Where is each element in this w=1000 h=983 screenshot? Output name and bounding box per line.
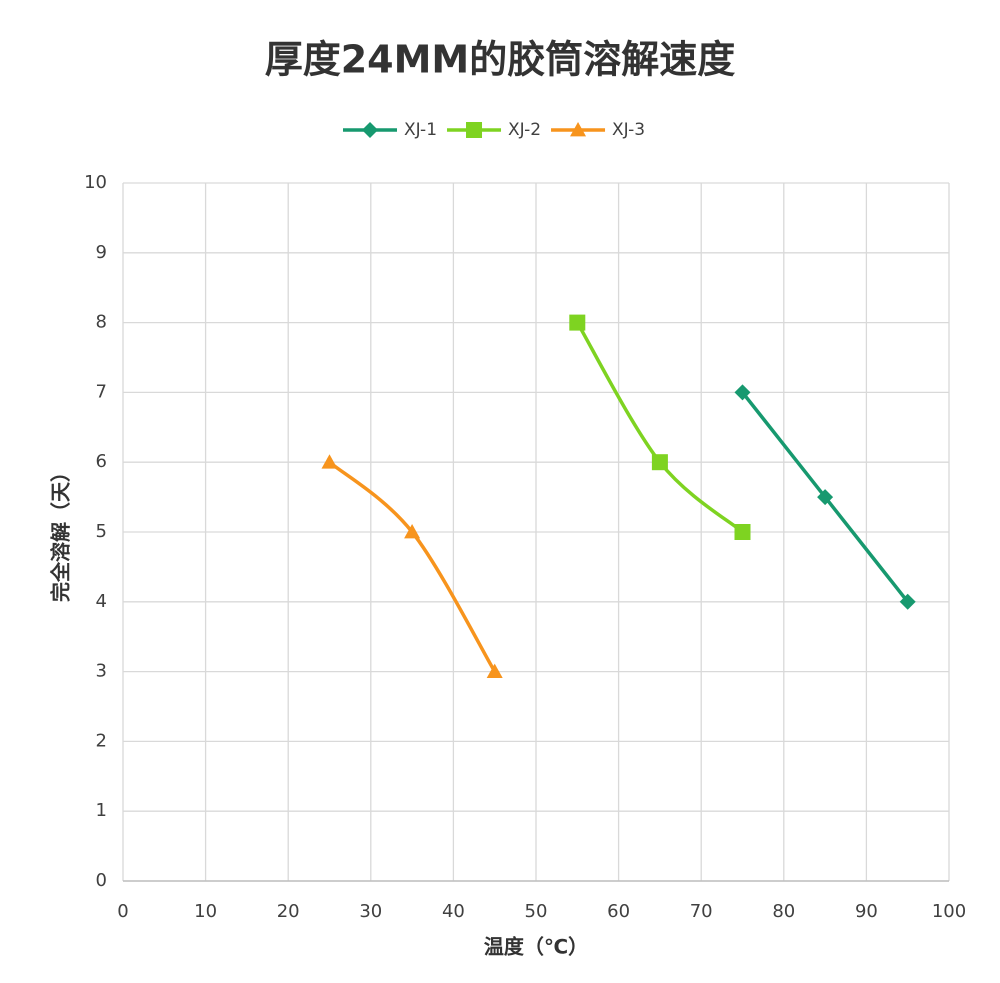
marker (817, 489, 834, 506)
y-tick-label: 6 (96, 451, 107, 472)
x-tick-label: 30 (359, 901, 382, 922)
chart-title: 厚度24MM的胶筒溶解速度 (265, 38, 736, 82)
x-tick-label: 20 (277, 901, 300, 922)
marker (651, 454, 668, 471)
x-tick-label: 100 (932, 901, 966, 922)
marker (734, 384, 751, 401)
y-tick-label: 10 (84, 172, 107, 193)
marker (321, 454, 338, 469)
x-tick-label: 70 (690, 901, 713, 922)
x-axis-label: 温度（℃） (484, 935, 588, 959)
y-tick-label: 8 (96, 312, 107, 333)
marker (404, 524, 421, 539)
legend-label: XJ-1 (404, 120, 437, 140)
y-axis-label: 完全溶解（天） (49, 462, 73, 602)
marker (570, 122, 587, 137)
marker (362, 122, 378, 138)
marker (486, 663, 503, 678)
x-tick-label: 90 (855, 901, 878, 922)
marker (734, 524, 751, 540)
marker (466, 122, 483, 138)
y-tick-label: 7 (96, 381, 107, 402)
x-tick-label: 60 (607, 901, 630, 922)
x-tick-label: 0 (117, 901, 128, 922)
y-tick-label: 0 (96, 870, 107, 891)
x-tick-label: 80 (772, 901, 795, 922)
y-tick-label: 2 (96, 730, 107, 751)
y-tick-label: 4 (96, 591, 107, 612)
x-tick-label: 40 (442, 901, 465, 922)
y-tick-label: 3 (96, 661, 107, 682)
x-tick-label: 10 (194, 901, 217, 922)
legend-label: XJ-2 (508, 120, 541, 140)
y-tick-label: 1 (96, 800, 107, 821)
x-tick-label: 50 (525, 901, 548, 922)
legend-label: XJ-3 (612, 120, 645, 140)
y-tick-label: 9 (96, 242, 107, 263)
marker (899, 593, 916, 610)
y-tick-label: 5 (96, 521, 107, 542)
marker (569, 314, 586, 331)
